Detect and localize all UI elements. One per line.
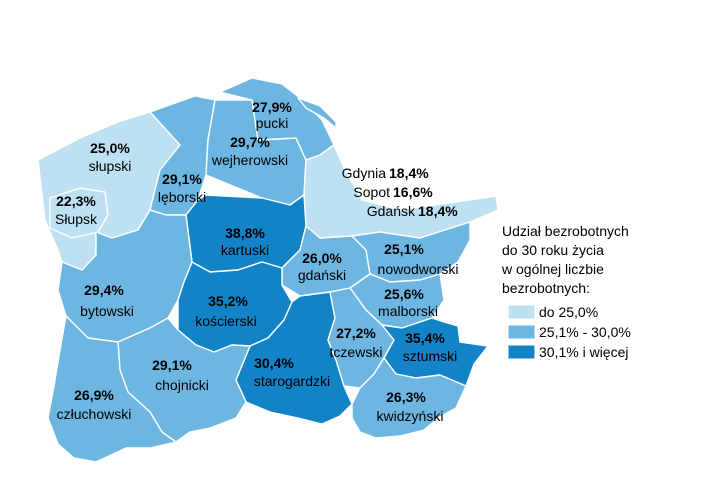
legend-title-line-3: w ogólnej liczbie: [501, 261, 604, 277]
name-sopot: Sopot: [353, 184, 390, 200]
region-labels: 25,0% słupski 22,3% Słupsk 27,9% pucki 2…: [55, 99, 458, 424]
name-starogardzki: starogardzki: [254, 373, 330, 389]
name-kartuski: kartuski: [221, 242, 269, 258]
name-gdynia: Gdynia: [342, 165, 387, 181]
name-kwidzynski: kwidzyński: [377, 408, 444, 424]
name-wejherowski: wejherowski: [211, 152, 288, 168]
value-tczewski: 27,2%: [336, 325, 376, 341]
region-nowodworski: [351, 221, 471, 283]
value-wejherowski: 29,7%: [230, 134, 270, 150]
name-malborski: malborski: [378, 303, 438, 319]
region-slupsk: [49, 187, 109, 239]
value-slupski: 25,0%: [90, 140, 130, 156]
regions: [37, 77, 499, 463]
value-czluchowski: 26,9%: [74, 387, 114, 403]
city-labels: Gdynia 18,4% Sopot 16,6% Gdańsk 18,4%: [342, 165, 459, 219]
region-hel-peninsula: [297, 97, 337, 129]
legend-label-high: 30,1% i więcej: [539, 344, 629, 360]
name-nowodworski: nowodworski: [378, 261, 459, 277]
value-sopot: 16,6%: [393, 184, 433, 200]
name-gdansk: Gdańsk: [367, 203, 416, 219]
legend-swatch-mid: [507, 324, 536, 340]
legend: Udział bezrobotnych do 30 roku życia w o…: [501, 223, 631, 360]
name-sztumski: sztumski: [403, 348, 457, 364]
value-chojnicki: 29,1%: [152, 357, 192, 373]
name-czluchowski: człuchowski: [57, 406, 132, 422]
value-pucki: 27,9%: [252, 99, 292, 115]
name-leborski: lęborski: [158, 189, 206, 205]
value-slupsk: 22,3%: [56, 193, 96, 209]
region-kwidzynski: [351, 357, 467, 439]
value-gdansk: 18,4%: [418, 203, 458, 219]
name-tczewski: tczewski: [330, 344, 383, 360]
legend-title-line-4: bezrobotnych:: [502, 280, 590, 296]
legend-label-low: do 25,0%: [539, 304, 598, 320]
value-starogardzki: 30,4%: [254, 355, 294, 371]
value-kwidzynski: 26,3%: [386, 389, 426, 405]
legend-label-mid: 25,1% - 30,0%: [539, 324, 631, 340]
legend-title-line-1: Udział bezrobotnych: [502, 223, 629, 239]
value-koscierski: 35,2%: [208, 293, 248, 309]
value-gdanski: 26,0%: [302, 250, 342, 266]
legend-swatch-low: [507, 304, 536, 320]
name-pucki: pucki: [256, 115, 289, 131]
region-czluchowski: [47, 315, 177, 463]
value-nowodworski: 25,1%: [384, 241, 424, 257]
legend-title-line-2: do 30 roku życia: [502, 242, 604, 258]
name-gdanski: gdański: [298, 267, 346, 283]
value-malborski: 25,6%: [384, 286, 424, 302]
name-koscierski: kościerski: [195, 313, 256, 329]
value-bytowski: 29,4%: [84, 282, 124, 298]
value-kartuski: 38,8%: [225, 225, 265, 241]
name-chojnicki: chojnicki: [155, 377, 209, 393]
legend-swatch-high: [507, 344, 536, 360]
value-leborski: 29,1%: [162, 171, 202, 187]
name-slupsk: Słupsk: [55, 211, 98, 227]
name-slupski: słupski: [89, 158, 132, 174]
value-gdynia: 18,4%: [389, 165, 429, 181]
value-sztumski: 35,4%: [405, 330, 445, 346]
name-bytowski: bytowski: [80, 303, 134, 319]
